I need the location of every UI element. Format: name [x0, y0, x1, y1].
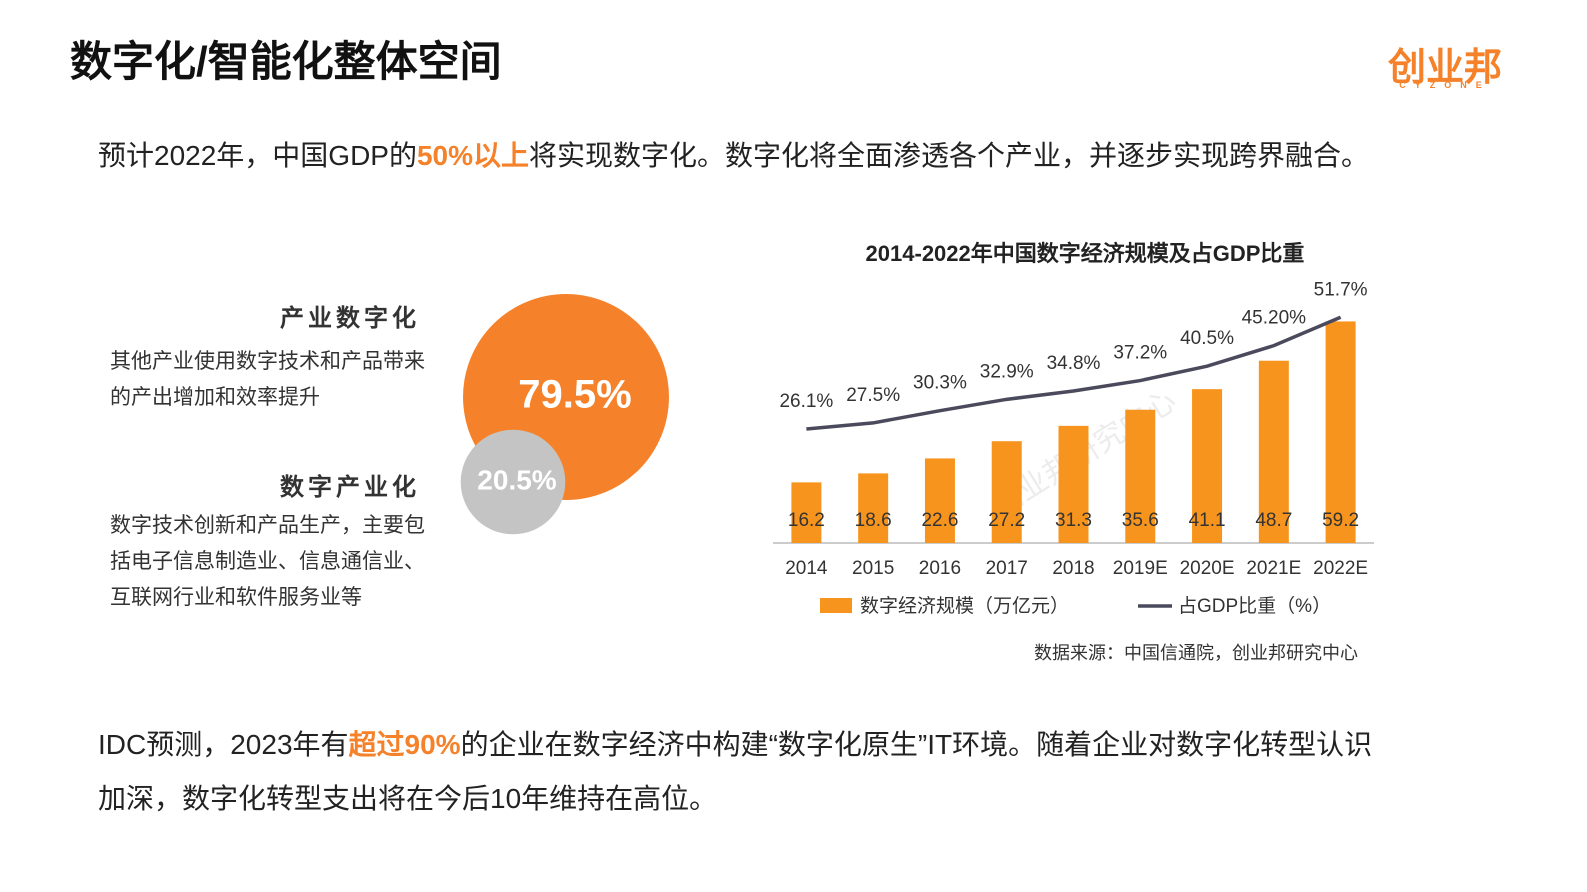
bar-label: 18.6	[855, 510, 892, 531]
bar	[791, 482, 822, 543]
x-tick-label: 2014	[785, 558, 828, 579]
bar-label: 31.3	[1055, 510, 1092, 531]
circle-label: 20.5%	[477, 464, 556, 495]
line-label: 51.7%	[1314, 279, 1368, 300]
line-label: 34.8%	[1047, 353, 1101, 374]
bar-label: 22.6	[921, 510, 958, 531]
line-label: 45.20%	[1242, 308, 1307, 329]
line-label: 26.1%	[779, 391, 833, 412]
x-tick-label: 2016	[919, 558, 961, 579]
line-label: 30.3%	[913, 373, 967, 394]
bar-label: 48.7	[1255, 510, 1292, 531]
line	[806, 315, 1342, 431]
x-tick-label: 2019E	[1113, 558, 1168, 579]
bar	[1258, 360, 1289, 543]
x-tick-label: 2021E	[1246, 558, 1301, 579]
legend-label: 占GDP比重（%）	[1178, 595, 1331, 617]
circle-label: 79.5%	[518, 373, 631, 417]
bar-label: 35.6	[1122, 510, 1159, 531]
source-note: 数据来源：中国信通院，创业邦研究中心	[1034, 643, 1358, 663]
intro-text: 将实现数字化。数字化将全面渗透各个产业，并逐步实现跨界融合。	[529, 140, 1370, 171]
bar	[858, 473, 889, 543]
category-desc: 数字技术创新和产品生产，主要包括电子信息制造业、信息通信业、互联网行业和软件服务…	[110, 514, 425, 609]
chart-title: 2014-2022年中国数字经济规模及占GDP比重	[866, 241, 1305, 266]
x-tick-label: 2018	[1052, 558, 1094, 579]
bar-label: 16.2	[788, 510, 825, 531]
legend-label: 数字经济规模（万亿元）	[860, 595, 1069, 617]
footer-highlight: 超过90%	[348, 729, 461, 760]
x-tick-label: 2022E	[1313, 558, 1368, 579]
logo: 创业邦	[1387, 47, 1502, 89]
category-desc: 其他产业使用数字技术和产品带来的产出增加和效率提升	[110, 350, 425, 409]
footer-text: IDC预测，2023年有	[98, 729, 349, 760]
x-tick-label: 2015	[852, 558, 894, 579]
line-label: 32.9%	[980, 361, 1034, 382]
slide-title: 数字化/智能化整体空间	[70, 38, 502, 85]
bar	[1058, 425, 1089, 543]
bar-label: 41.1	[1189, 510, 1226, 531]
bar	[924, 458, 955, 543]
legend-swatch	[820, 598, 852, 613]
bar	[1125, 409, 1156, 543]
logo-sub: CYZONE	[1399, 80, 1491, 90]
category-title: 产业数字化	[280, 305, 420, 332]
footer: IDC预测，2023年有超过90%的企业在数字经济中构建“数字化原生”IT环境。…	[98, 718, 1373, 826]
line-label: 37.2%	[1113, 343, 1167, 364]
bar	[1192, 389, 1223, 543]
bar	[1325, 321, 1356, 543]
bar	[991, 441, 1022, 543]
x-tick-label: 2020E	[1180, 558, 1235, 579]
intro-highlight: 50%以上	[416, 140, 530, 171]
line-label: 27.5%	[846, 385, 900, 406]
bar-label: 27.2	[988, 510, 1025, 531]
x-tick-label: 2017	[986, 558, 1028, 579]
intro: 预计2022年，中国GDP的50%以上将实现数字化。数字化将全面渗透各个产业，并…	[98, 134, 1369, 174]
bar-label: 59.2	[1322, 510, 1359, 531]
proportion-circle	[460, 429, 566, 535]
intro-text: 预计2022年，中国GDP的	[98, 140, 417, 171]
category-title: 数字产业化	[280, 474, 420, 501]
line-label: 40.5%	[1180, 328, 1234, 349]
footer-text: 的企业在数字经济中构建“数字化原生”IT环境。随着企业对数字化转型认识加深，数字…	[98, 729, 1373, 814]
